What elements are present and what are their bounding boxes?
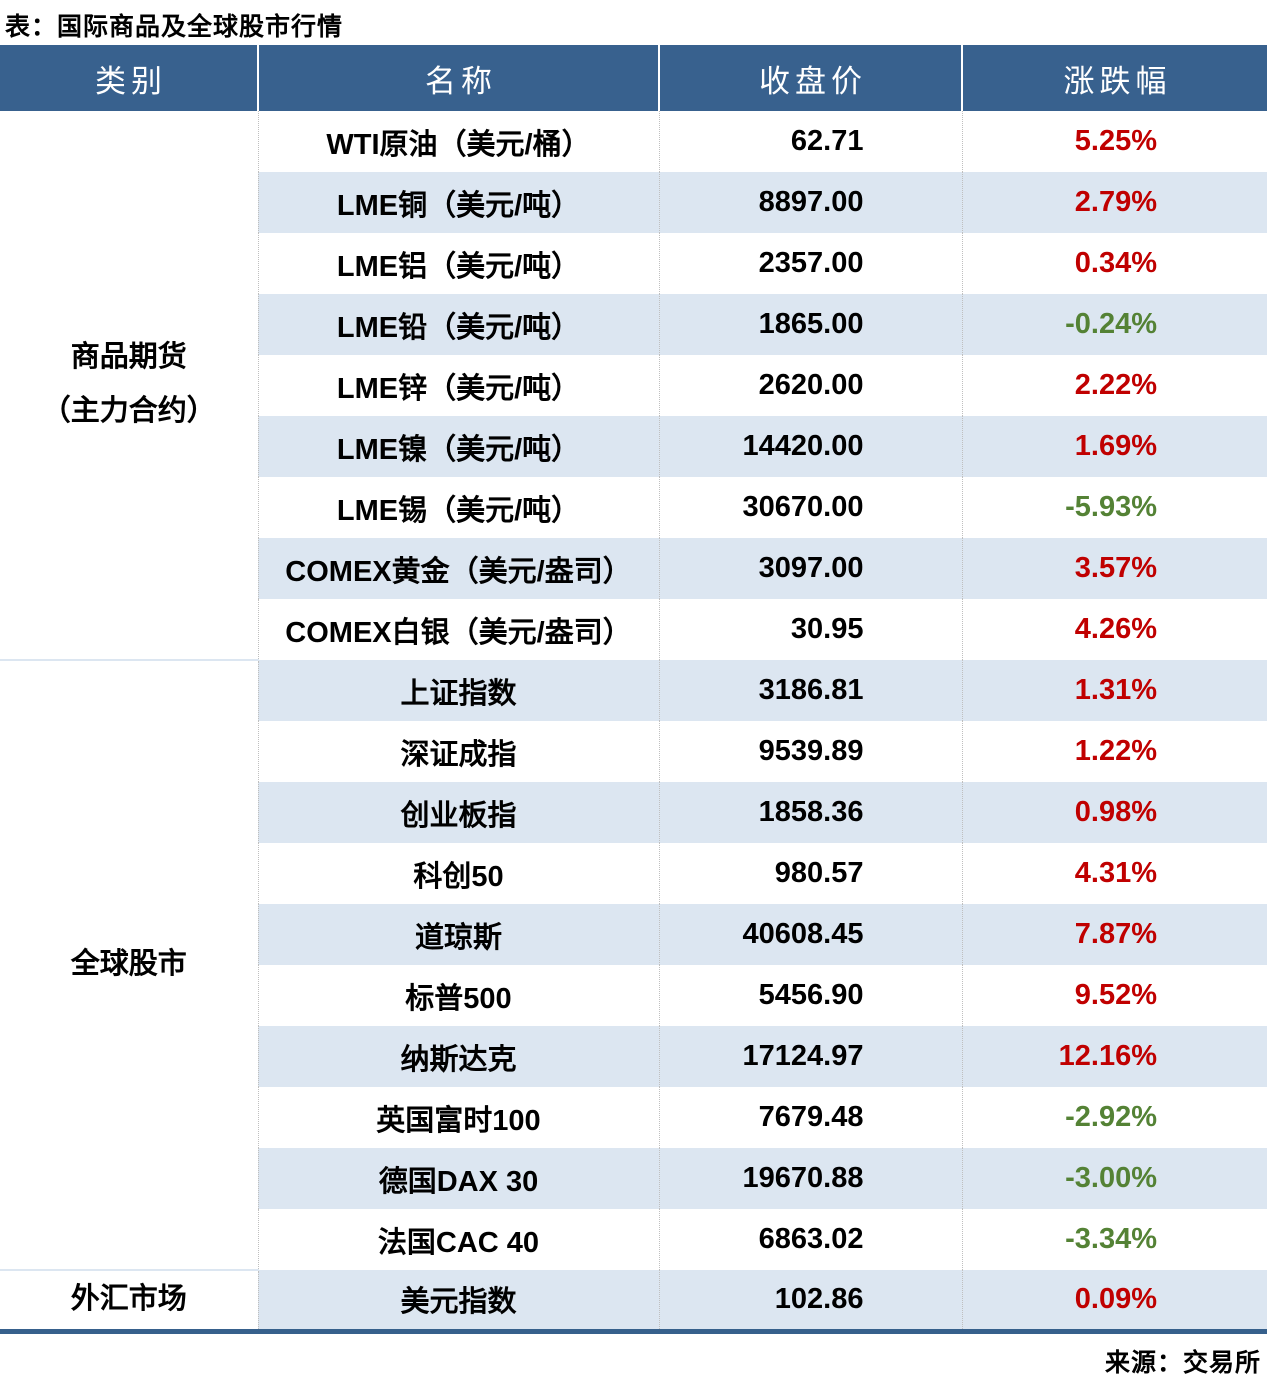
close-price-cell: 1858.36 [659,782,963,843]
category-cell: 全球股市 [0,659,259,1270]
change-percent-cell: 2.22% [962,355,1267,416]
change-percent-cell: -3.34% [962,1209,1267,1270]
close-price-cell: 62.71 [659,111,963,172]
table-row: 标普500 5456.90 9.52% [0,965,1267,1026]
close-price-cell: 5456.90 [659,965,963,1026]
close-price-cell: 40608.45 [659,904,963,965]
name-cell: LME镍（美元/吨） [258,416,660,477]
close-price-cell: 17124.97 [659,1026,963,1087]
name-cell: 纳斯达克 [258,1026,660,1087]
name-cell: 德国DAX 30 [258,1148,660,1209]
column-header-change: 涨跌幅 [962,45,1267,111]
table-row: 科创50 980.57 4.31% [0,843,1267,904]
name-cell: 美元指数 [258,1270,660,1331]
name-cell: LME铝（美元/吨） [258,233,660,294]
close-price-cell: 8897.00 [659,172,963,233]
table-row: LME锌（美元/吨） 2620.00 2.22% [0,355,1267,416]
change-percent-cell: 12.16% [962,1026,1267,1087]
close-price-cell: 14420.00 [659,416,963,477]
change-percent-cell: 3.57% [962,538,1267,599]
table-row: LME铝（美元/吨） 2357.00 0.34% [0,233,1267,294]
column-header-close: 收盘价 [659,45,963,111]
change-percent-cell: -5.93% [962,477,1267,538]
name-cell: LME铜（美元/吨） [258,172,660,233]
close-price-cell: 19670.88 [659,1148,963,1209]
change-percent-cell: 0.34% [962,233,1267,294]
name-cell: 创业板指 [258,782,660,843]
table-row: 德国DAX 30 19670.88 -3.00% [0,1148,1267,1209]
figure-title: 表：国际商品及全球股市行情 [5,13,344,41]
name-cell: 深证成指 [258,721,660,782]
change-percent-cell: -3.00% [962,1148,1267,1209]
table-row: 法国CAC 40 6863.02 -3.34% [0,1209,1267,1270]
column-header-category: 类别 [0,45,259,111]
close-price-cell: 7679.48 [659,1087,963,1148]
change-percent-cell: 0.98% [962,782,1267,843]
change-percent-cell: 9.52% [962,965,1267,1026]
name-cell: COMEX黄金（美元/盎司） [258,538,660,599]
close-price-cell: 9539.89 [659,721,963,782]
close-price-cell: 3186.81 [659,660,963,721]
table-row: LME镍（美元/吨） 14420.00 1.69% [0,416,1267,477]
change-percent-cell: 0.09% [962,1270,1267,1331]
name-cell: 上证指数 [258,660,660,721]
change-percent-cell: 2.79% [962,172,1267,233]
name-cell: 道琼斯 [258,904,660,965]
change-percent-cell: 4.31% [962,843,1267,904]
table-row: 深证成指 9539.89 1.22% [0,721,1267,782]
change-percent-cell: -0.24% [962,294,1267,355]
table-row: LME锡（美元/吨） 30670.00 -5.93% [0,477,1267,538]
change-percent-cell: 1.31% [962,660,1267,721]
close-price-cell: 30.95 [659,599,963,660]
name-cell: 英国富时100 [258,1087,660,1148]
market-table: 类别 名称 收盘价 涨跌幅 商品期货 （主力合约） WTI原油（美元/桶） 62.7… [0,45,1267,1334]
close-price-cell: 102.86 [659,1270,963,1331]
name-cell: LME铅（美元/吨） [258,294,660,355]
close-price-cell: 30670.00 [659,477,963,538]
name-cell: WTI原油（美元/桶） [258,111,660,172]
column-header-name: 名称 [258,45,660,111]
table-row: 外汇市场 美元指数 102.86 0.09% [0,1269,1267,1331]
close-price-cell: 1865.00 [659,294,963,355]
change-percent-cell: 7.87% [962,904,1267,965]
name-cell: 法国CAC 40 [258,1209,660,1270]
table-row: 全球股市 上证指数 3186.81 1.31% [0,659,1267,1270]
close-price-cell: 3097.00 [659,538,963,599]
table-row: COMEX白银（美元/盎司） 30.95 4.26% [0,599,1267,660]
close-price-cell: 2357.00 [659,233,963,294]
table-row: LME铅（美元/吨） 1865.00 -0.24% [0,294,1267,355]
category-cell: 商品期货 （主力合约） [0,111,259,660]
category-cell: 外汇市场 [0,1269,259,1331]
table-row: 商品期货 （主力合约） WTI原油（美元/桶） 62.71 5.25% [0,111,1267,660]
change-percent-cell: 5.25% [962,111,1267,172]
change-percent-cell: 1.69% [962,416,1267,477]
name-cell: 科创50 [258,843,660,904]
table-row: LME铜（美元/吨） 8897.00 2.79% [0,172,1267,233]
change-percent-cell: -2.92% [962,1087,1267,1148]
name-cell: COMEX白银（美元/盎司） [258,599,660,660]
close-price-cell: 980.57 [659,843,963,904]
table-row: 纳斯达克 17124.97 12.16% [0,1026,1267,1087]
table-row: 英国富时100 7679.48 -2.92% [0,1087,1267,1148]
source-note: 来源：交易所 [1104,1348,1261,1377]
header-row: 类别 名称 收盘价 涨跌幅 [0,45,1267,111]
close-price-cell: 6863.02 [659,1209,963,1270]
table-row: COMEX黄金（美元/盎司） 3097.00 3.57% [0,538,1267,599]
name-cell: LME锡（美元/吨） [258,477,660,538]
table-row: 道琼斯 40608.45 7.87% [0,904,1267,965]
close-price-cell: 2620.00 [659,355,963,416]
change-percent-cell: 4.26% [962,599,1267,660]
change-percent-cell: 1.22% [962,721,1267,782]
table-row: 创业板指 1858.36 0.98% [0,782,1267,843]
name-cell: 标普500 [258,965,660,1026]
name-cell: LME锌（美元/吨） [258,355,660,416]
